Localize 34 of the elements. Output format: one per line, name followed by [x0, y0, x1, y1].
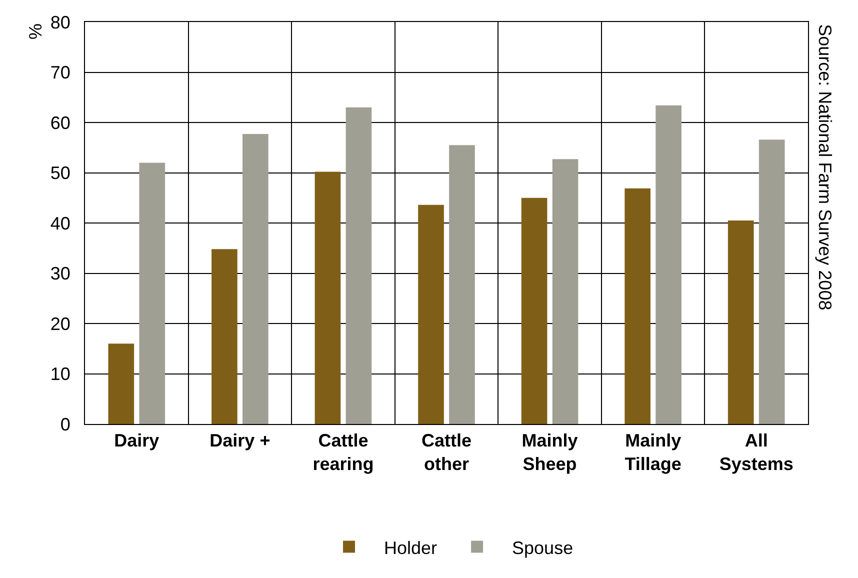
y-tick-label: 50 — [50, 163, 70, 184]
x-tick-label: Mainly Sheep — [522, 430, 578, 474]
bar — [449, 145, 475, 424]
bar — [108, 344, 134, 424]
x-tick-label: Cattle rearing — [312, 430, 374, 474]
bar — [139, 162, 166, 424]
x-tick-label: Dairy + — [210, 430, 270, 451]
bar — [624, 188, 650, 424]
bar — [418, 204, 444, 424]
y-axis-title: % — [26, 24, 46, 40]
bar — [552, 159, 578, 424]
y-tick-label: 10 — [50, 364, 70, 384]
y-tick-label: 40 — [50, 213, 70, 234]
legend-label: Holder — [384, 538, 438, 558]
y-tick-label: 20 — [50, 314, 70, 334]
y-tick-label: 0 — [60, 414, 70, 434]
y-tick-label: 60 — [50, 112, 70, 133]
bar — [314, 172, 341, 424]
x-tick-label: Mainly Tillage — [624, 430, 682, 474]
bar — [346, 107, 372, 424]
y-tick-label: 30 — [50, 264, 70, 284]
bar — [521, 198, 548, 424]
bar — [212, 249, 238, 424]
y-tick-label: 70 — [50, 62, 70, 83]
bar — [242, 134, 268, 424]
x-tick-label: Cattle other — [421, 430, 472, 474]
source-note: Source: National Farm Survey 2008 — [814, 24, 835, 310]
bar — [656, 105, 682, 424]
y-tick-label: 80 — [50, 12, 70, 32]
legend-label: Spouse — [512, 538, 574, 558]
x-tick-label: Dairy — [114, 430, 160, 451]
bar — [758, 140, 785, 424]
x-tick-label: All Systems — [719, 430, 794, 474]
bar — [728, 220, 754, 424]
